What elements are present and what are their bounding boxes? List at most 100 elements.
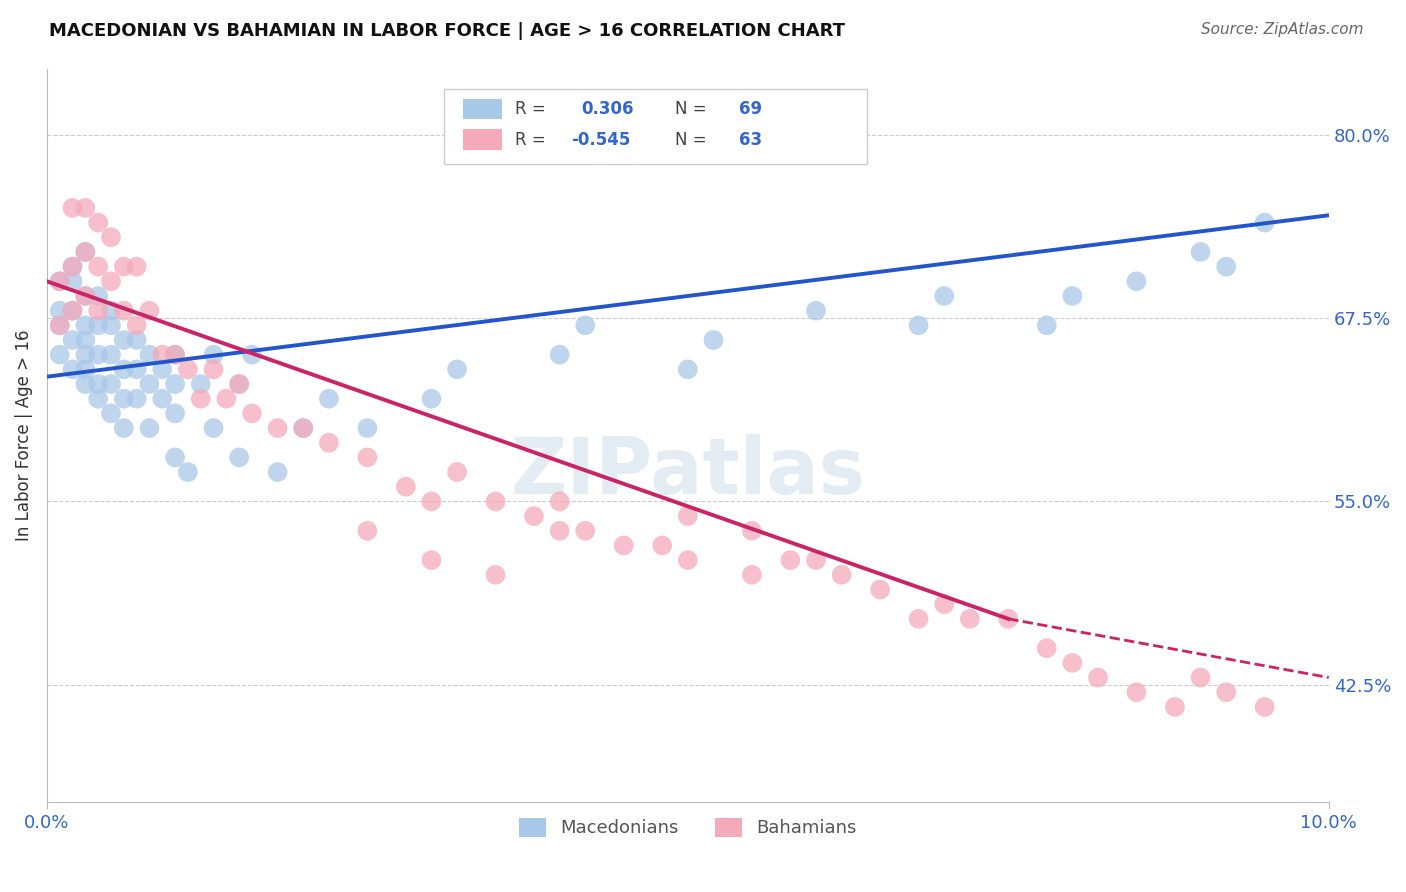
Point bbox=[1087, 671, 1109, 685]
Text: MACEDONIAN VS BAHAMIAN IN LABOR FORCE | AGE > 16 CORRELATION CHART: MACEDONIAN VS BAHAMIAN IN LABOR FORCE | … bbox=[49, 22, 845, 40]
Point bbox=[1189, 244, 1212, 259]
Point bbox=[934, 289, 956, 303]
Point bbox=[62, 333, 84, 347]
Point bbox=[87, 318, 110, 333]
Point bbox=[202, 362, 225, 376]
Point bbox=[907, 612, 929, 626]
Point bbox=[150, 348, 173, 362]
Point bbox=[1035, 641, 1057, 656]
Point bbox=[48, 274, 70, 288]
Point bbox=[741, 524, 763, 538]
Text: 69: 69 bbox=[740, 100, 762, 118]
Point bbox=[292, 421, 315, 435]
Point bbox=[1062, 289, 1084, 303]
Point bbox=[125, 392, 148, 406]
Point bbox=[138, 348, 160, 362]
Point bbox=[112, 303, 135, 318]
Point bbox=[228, 377, 250, 392]
Point bbox=[75, 348, 97, 362]
Point bbox=[420, 553, 443, 567]
Point bbox=[75, 201, 97, 215]
Point bbox=[831, 567, 853, 582]
Point bbox=[1215, 260, 1237, 274]
Point bbox=[165, 377, 187, 392]
Point bbox=[548, 524, 571, 538]
Text: 63: 63 bbox=[740, 131, 762, 149]
Point bbox=[1164, 699, 1187, 714]
Point bbox=[62, 260, 84, 274]
Text: Source: ZipAtlas.com: Source: ZipAtlas.com bbox=[1201, 22, 1364, 37]
Point bbox=[75, 318, 97, 333]
Point bbox=[75, 244, 97, 259]
Point bbox=[112, 362, 135, 376]
Point bbox=[125, 318, 148, 333]
Point bbox=[138, 303, 160, 318]
Point bbox=[548, 494, 571, 508]
Point bbox=[87, 216, 110, 230]
Text: R =: R = bbox=[515, 131, 551, 149]
Point bbox=[100, 406, 122, 420]
Point bbox=[1253, 216, 1275, 230]
Point bbox=[75, 333, 97, 347]
Text: 0.306: 0.306 bbox=[582, 100, 634, 118]
Point bbox=[574, 318, 596, 333]
Text: ZIPatlas: ZIPatlas bbox=[510, 434, 865, 510]
Text: R =: R = bbox=[515, 100, 551, 118]
Point bbox=[651, 538, 673, 552]
Point bbox=[484, 494, 506, 508]
Point bbox=[420, 494, 443, 508]
Point bbox=[100, 377, 122, 392]
Point bbox=[959, 612, 981, 626]
Point bbox=[484, 567, 506, 582]
Bar bbox=[464, 129, 502, 150]
Point bbox=[112, 392, 135, 406]
Point bbox=[75, 289, 97, 303]
Point bbox=[112, 333, 135, 347]
Point bbox=[75, 289, 97, 303]
Point bbox=[907, 318, 929, 333]
Point bbox=[48, 274, 70, 288]
Point bbox=[62, 362, 84, 376]
Point bbox=[62, 260, 84, 274]
Point bbox=[318, 435, 340, 450]
Point bbox=[318, 392, 340, 406]
Point bbox=[87, 260, 110, 274]
Point bbox=[75, 377, 97, 392]
Point bbox=[62, 303, 84, 318]
Point bbox=[125, 333, 148, 347]
Point bbox=[1125, 685, 1147, 699]
Point bbox=[574, 524, 596, 538]
Point bbox=[804, 553, 827, 567]
Point bbox=[676, 509, 699, 524]
Point bbox=[165, 348, 187, 362]
Point bbox=[138, 377, 160, 392]
Point bbox=[446, 465, 468, 479]
Point bbox=[75, 244, 97, 259]
Point bbox=[165, 348, 187, 362]
Point bbox=[934, 597, 956, 611]
Point bbox=[292, 421, 315, 435]
Point bbox=[997, 612, 1019, 626]
Point bbox=[100, 348, 122, 362]
Point bbox=[1062, 656, 1084, 670]
Point bbox=[202, 348, 225, 362]
Point bbox=[150, 392, 173, 406]
Point bbox=[62, 201, 84, 215]
Point bbox=[1189, 671, 1212, 685]
Text: N =: N = bbox=[675, 100, 711, 118]
Point bbox=[215, 392, 238, 406]
Bar bbox=[464, 99, 502, 120]
Point bbox=[190, 392, 212, 406]
Point bbox=[62, 303, 84, 318]
Point bbox=[87, 348, 110, 362]
Point bbox=[190, 377, 212, 392]
Point bbox=[1215, 685, 1237, 699]
Point bbox=[100, 274, 122, 288]
Point bbox=[228, 450, 250, 465]
Point bbox=[177, 362, 200, 376]
FancyBboxPatch shape bbox=[444, 89, 868, 164]
Point bbox=[548, 348, 571, 362]
Legend: Macedonians, Bahamians: Macedonians, Bahamians bbox=[512, 811, 865, 845]
Text: -0.545: -0.545 bbox=[571, 131, 630, 149]
Point bbox=[1035, 318, 1057, 333]
